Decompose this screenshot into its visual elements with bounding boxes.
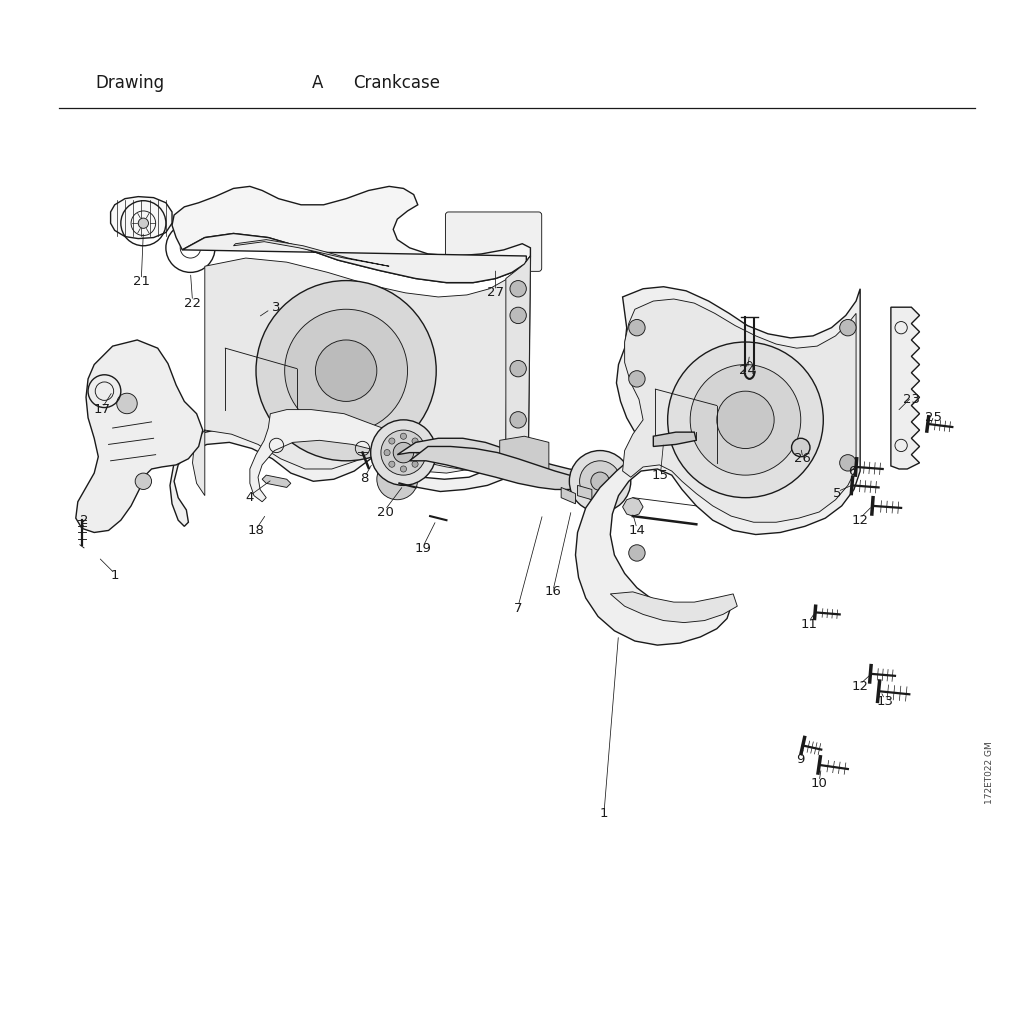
Circle shape [510, 446, 530, 467]
Polygon shape [610, 592, 737, 623]
Polygon shape [111, 197, 172, 239]
Polygon shape [410, 446, 588, 489]
Text: 172ET022 GM: 172ET022 GM [985, 741, 993, 804]
Text: 23: 23 [903, 393, 920, 406]
Circle shape [389, 461, 395, 467]
Circle shape [629, 319, 645, 336]
Circle shape [580, 461, 621, 502]
Text: 12: 12 [852, 514, 868, 526]
Polygon shape [193, 258, 508, 496]
Text: 24: 24 [739, 365, 756, 377]
Polygon shape [262, 475, 291, 487]
Text: 13: 13 [877, 695, 893, 708]
Circle shape [135, 473, 152, 489]
Circle shape [510, 412, 526, 428]
Text: 1: 1 [111, 569, 119, 582]
Polygon shape [891, 307, 920, 469]
Circle shape [256, 281, 436, 461]
Circle shape [792, 438, 810, 457]
Circle shape [138, 218, 148, 228]
Text: 8: 8 [360, 472, 369, 484]
Polygon shape [250, 410, 528, 502]
Polygon shape [653, 432, 696, 446]
Circle shape [377, 459, 418, 500]
Circle shape [668, 342, 823, 498]
Text: 19: 19 [415, 543, 431, 555]
Text: 22: 22 [184, 297, 201, 309]
Text: 26: 26 [795, 453, 811, 465]
Text: 7: 7 [514, 602, 522, 614]
Circle shape [510, 307, 526, 324]
Circle shape [569, 451, 631, 512]
Circle shape [629, 545, 645, 561]
Polygon shape [172, 186, 530, 283]
Circle shape [690, 365, 801, 475]
Circle shape [315, 340, 377, 401]
Polygon shape [500, 436, 549, 475]
FancyBboxPatch shape [445, 212, 542, 271]
Circle shape [412, 461, 418, 467]
Circle shape [510, 281, 526, 297]
Circle shape [591, 472, 609, 490]
Text: 4: 4 [246, 492, 254, 504]
Text: 11: 11 [801, 618, 817, 631]
Polygon shape [623, 498, 643, 516]
Text: 21: 21 [133, 275, 150, 288]
Polygon shape [76, 340, 203, 532]
Polygon shape [233, 240, 389, 266]
Text: A: A [312, 75, 324, 92]
Text: 16: 16 [545, 586, 561, 598]
Circle shape [502, 438, 539, 475]
Circle shape [389, 438, 395, 444]
Circle shape [117, 393, 137, 414]
Text: 1: 1 [600, 807, 608, 819]
Text: 2: 2 [80, 514, 88, 526]
Circle shape [371, 420, 436, 485]
Polygon shape [623, 299, 856, 522]
Circle shape [840, 455, 856, 471]
Text: Drawing: Drawing [95, 75, 165, 92]
Polygon shape [561, 487, 575, 504]
Polygon shape [506, 256, 530, 466]
Text: 5: 5 [834, 487, 842, 500]
Text: 14: 14 [629, 524, 645, 537]
Polygon shape [578, 485, 592, 500]
Circle shape [412, 438, 418, 444]
Text: 6: 6 [848, 465, 856, 477]
Circle shape [717, 391, 774, 449]
Circle shape [840, 319, 856, 336]
Text: 10: 10 [811, 777, 827, 790]
Circle shape [400, 433, 407, 439]
Circle shape [251, 303, 263, 315]
Circle shape [393, 442, 414, 463]
Circle shape [400, 466, 407, 472]
Polygon shape [575, 287, 860, 645]
Circle shape [629, 371, 645, 387]
Text: 17: 17 [94, 403, 111, 416]
Circle shape [285, 309, 408, 432]
Text: Crankcase: Crankcase [353, 75, 440, 92]
Text: 3: 3 [272, 301, 281, 313]
Text: 25: 25 [926, 412, 942, 424]
Circle shape [417, 450, 423, 456]
Text: 18: 18 [248, 524, 264, 537]
Polygon shape [397, 438, 590, 481]
Circle shape [381, 430, 426, 475]
Circle shape [384, 450, 390, 456]
Text: 15: 15 [652, 469, 669, 481]
Text: 9: 9 [797, 754, 805, 766]
Text: 12: 12 [852, 680, 868, 692]
Text: 27: 27 [487, 287, 504, 299]
Text: 20: 20 [377, 506, 393, 518]
Polygon shape [170, 233, 530, 526]
Circle shape [510, 360, 526, 377]
